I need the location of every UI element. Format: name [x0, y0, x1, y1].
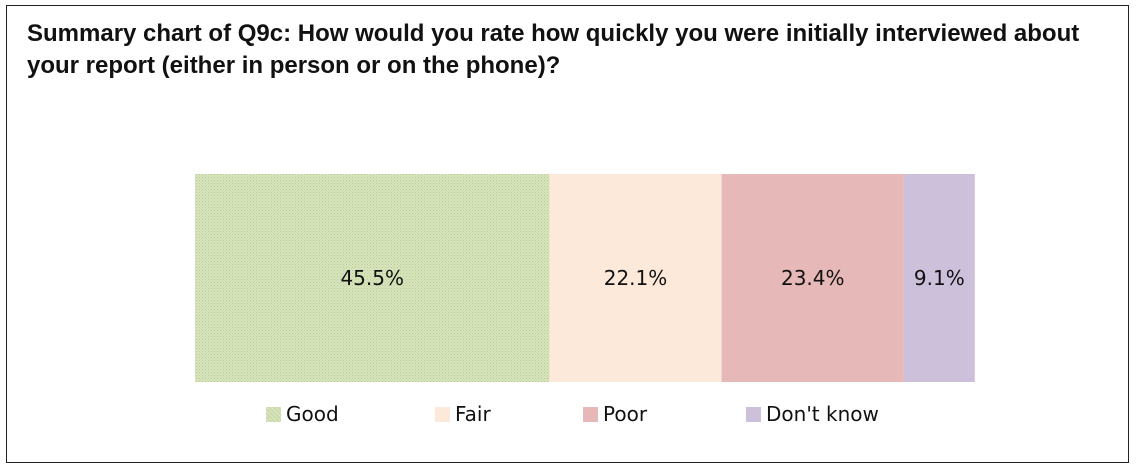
legend-swatch-fair [435, 406, 450, 422]
legend-item-good: Good [266, 399, 339, 429]
legend-item-don-t-know: Don't know [746, 399, 879, 429]
legend-label-don-t-know: Don't know [766, 402, 879, 426]
bar-segment-don-t-know [903, 174, 975, 382]
bar-segment-fair [549, 174, 722, 382]
bar-segment-good [195, 174, 550, 382]
legend-label-good: Good [286, 402, 339, 426]
legend-swatch-poor [583, 406, 598, 422]
chart-legend: Good Fair Poor Don't know [7, 399, 1130, 429]
legend-label-poor: Poor [603, 402, 648, 426]
stacked-bar-chart: 45.5% 22.1% 23.4% 9.1% [195, 174, 975, 382]
data-label-fair: 22.1% [604, 266, 668, 290]
legend-label-fair: Fair [455, 402, 491, 426]
chart-title: Summary chart of Q9c: How would you rate… [27, 20, 1080, 79]
data-label-don-t-know: 9.1% [914, 266, 965, 290]
legend-swatch-good [266, 406, 281, 422]
data-label-poor: 23.4% [781, 266, 845, 290]
bar-segment-poor [721, 174, 904, 382]
bar-group: 45.5% 22.1% 23.4% 9.1% [195, 174, 975, 382]
chart-frame: Summary chart of Q9c: How would you rate… [6, 5, 1129, 463]
data-label-good: 45.5% [340, 266, 404, 290]
legend-item-fair: Fair [435, 399, 491, 429]
legend-swatch-don-t-know [746, 406, 761, 422]
legend-item-poor: Poor [583, 399, 647, 429]
